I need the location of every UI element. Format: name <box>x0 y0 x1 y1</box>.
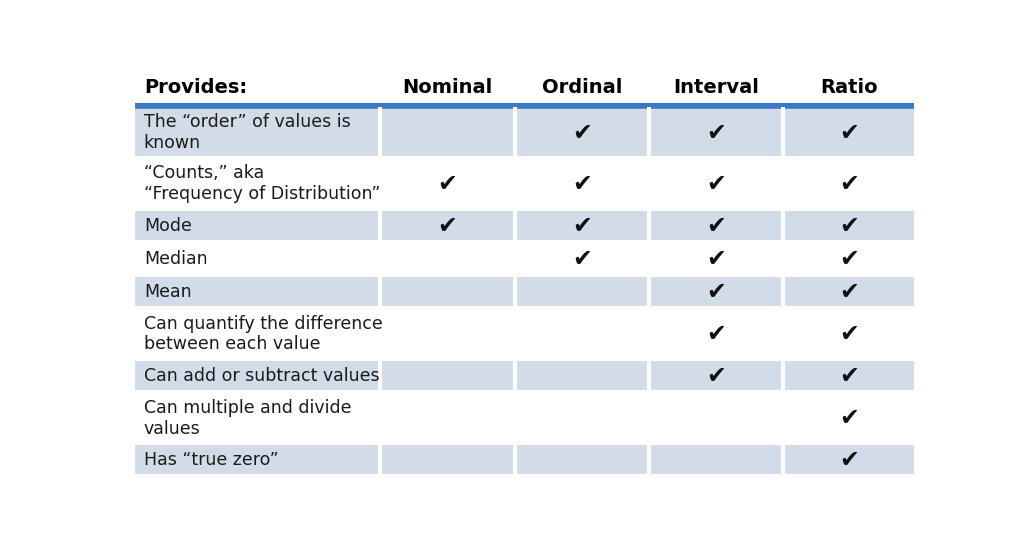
Text: ✔: ✔ <box>572 214 592 238</box>
Bar <box>134 210 915 242</box>
Text: Has “true zero”: Has “true zero” <box>143 451 279 469</box>
Text: Ordinal: Ordinal <box>542 78 622 97</box>
Text: ✔: ✔ <box>707 280 726 304</box>
Text: ✔: ✔ <box>572 247 592 271</box>
Text: Can add or subtract values: Can add or subtract values <box>143 367 380 385</box>
Bar <box>134 159 915 209</box>
Text: Mean: Mean <box>143 283 191 301</box>
Bar <box>134 276 915 308</box>
Text: ✔: ✔ <box>707 214 726 238</box>
Bar <box>134 444 915 476</box>
Text: ✔: ✔ <box>840 322 859 346</box>
Text: Ratio: Ratio <box>820 78 878 97</box>
Text: ✔: ✔ <box>840 120 859 145</box>
Text: ✔: ✔ <box>840 448 859 472</box>
Text: ✔: ✔ <box>840 172 859 196</box>
Text: ✔: ✔ <box>840 214 859 238</box>
Text: The “order” of values is
known: The “order” of values is known <box>143 113 350 152</box>
Bar <box>134 360 915 392</box>
Text: ✔: ✔ <box>707 247 726 271</box>
Text: Mode: Mode <box>143 217 191 235</box>
Text: ✔: ✔ <box>840 364 859 388</box>
Bar <box>134 243 915 275</box>
Bar <box>134 393 915 443</box>
Text: Can quantify the difference
between each value: Can quantify the difference between each… <box>143 315 383 354</box>
Text: Can multiple and divide
values: Can multiple and divide values <box>143 399 351 438</box>
Text: ✔: ✔ <box>437 172 458 196</box>
Text: ✔: ✔ <box>707 322 726 346</box>
Bar <box>134 309 915 359</box>
Text: ✔: ✔ <box>707 172 726 196</box>
Text: ✔: ✔ <box>707 364 726 388</box>
Text: ✔: ✔ <box>840 406 859 430</box>
Text: “Counts,” aka
“Frequency of Distribution”: “Counts,” aka “Frequency of Distribution… <box>143 164 380 203</box>
Text: Nominal: Nominal <box>402 78 493 97</box>
Text: ✔: ✔ <box>707 120 726 145</box>
Text: Interval: Interval <box>673 78 759 97</box>
Text: ✔: ✔ <box>840 247 859 271</box>
Text: ✔: ✔ <box>840 280 859 304</box>
Bar <box>134 69 915 106</box>
Text: ✔: ✔ <box>437 214 458 238</box>
Text: Provides:: Provides: <box>143 78 247 97</box>
Text: Median: Median <box>143 250 208 268</box>
Text: ✔: ✔ <box>572 120 592 145</box>
Text: ✔: ✔ <box>572 172 592 196</box>
Bar <box>134 107 915 158</box>
